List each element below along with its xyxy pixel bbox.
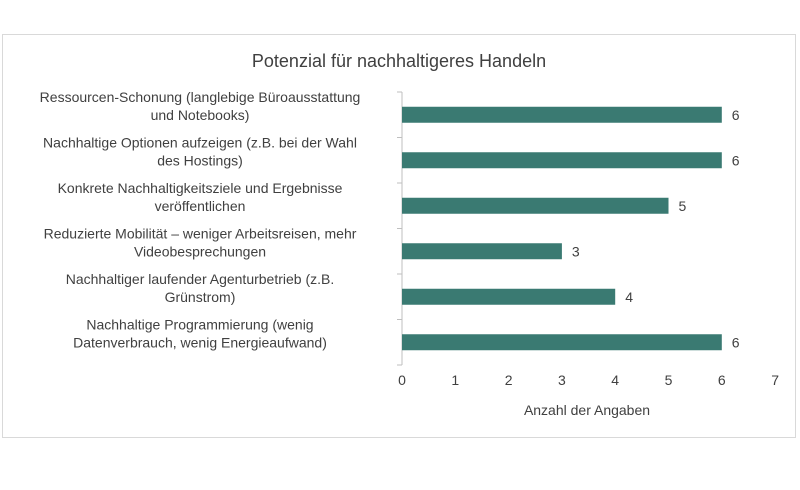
category-label: Reduzierte Mobilität – weniger Arbeitsre… (44, 225, 357, 259)
x-axis-title: Anzahl der Angaben (524, 402, 650, 418)
category-label-line: Konkrete Nachhaltigkeitsziele und Ergebn… (58, 180, 343, 196)
bar (402, 243, 562, 260)
category-label-line: Datenverbrauch, wenig Energieaufwand) (73, 334, 327, 350)
x-tick-label: 2 (505, 372, 513, 388)
category-label-line: veröffentlichen (155, 198, 246, 214)
x-tick-label: 5 (665, 372, 673, 388)
category-label-line: Nachhaltiger laufender Agenturbetrieb (z… (66, 271, 335, 287)
bar (402, 152, 722, 169)
category-label: Nachhaltige Programmierung (wenig Datenve… (73, 316, 327, 350)
data-label: 4 (625, 289, 633, 305)
data-label: 6 (732, 152, 740, 168)
x-tick-label: 4 (611, 372, 619, 388)
data-label: 6 (732, 107, 740, 123)
category-label-line: des Hostings) (157, 152, 243, 168)
data-label: 5 (679, 198, 687, 214)
category-label: Nachhaltige Optionen aufzeigen (z.B. bei… (43, 134, 357, 168)
category-label: Konkrete Nachhaltigkeitsziele und Ergebn… (58, 180, 343, 214)
category-label-line: Videobesprechungen (134, 243, 266, 259)
x-tick-label: 1 (451, 372, 459, 388)
category-label-line: Nachhaltige Optionen aufzeigen (z.B. bei… (43, 134, 357, 150)
x-tick-label: 0 (398, 372, 406, 388)
category-label: Ressourcen-Schonung (langlebige Büroauss… (40, 89, 361, 123)
data-label: 3 (572, 243, 580, 259)
category-label-line: und Notebooks) (151, 107, 250, 123)
chart-frame (2, 34, 796, 438)
category-label: Nachhaltiger laufender Agenturbetrieb (z… (66, 271, 335, 305)
category-label-line: Ressourcen-Schonung (langlebige Büroauss… (40, 89, 361, 105)
chart-title: Potenzial für nachhaltigeres Handeln (252, 51, 546, 71)
bar (402, 288, 616, 305)
x-tick-label: 6 (718, 372, 726, 388)
x-tick-label: 3 (558, 372, 566, 388)
x-tick-label: 7 (771, 372, 779, 388)
category-label-line: Nachhaltige Programmierung (wenig (86, 316, 313, 332)
bar (402, 334, 722, 351)
data-label: 6 (732, 334, 740, 350)
plot-area: 6 Ressourcen-Schonung (langlebige Büroaus… (40, 89, 780, 388)
category-label-line: Grünstrom) (165, 289, 236, 305)
category-label-line: Reduzierte Mobilität – weniger Arbeitsre… (44, 225, 357, 241)
bar (402, 106, 722, 123)
bar (402, 197, 669, 214)
